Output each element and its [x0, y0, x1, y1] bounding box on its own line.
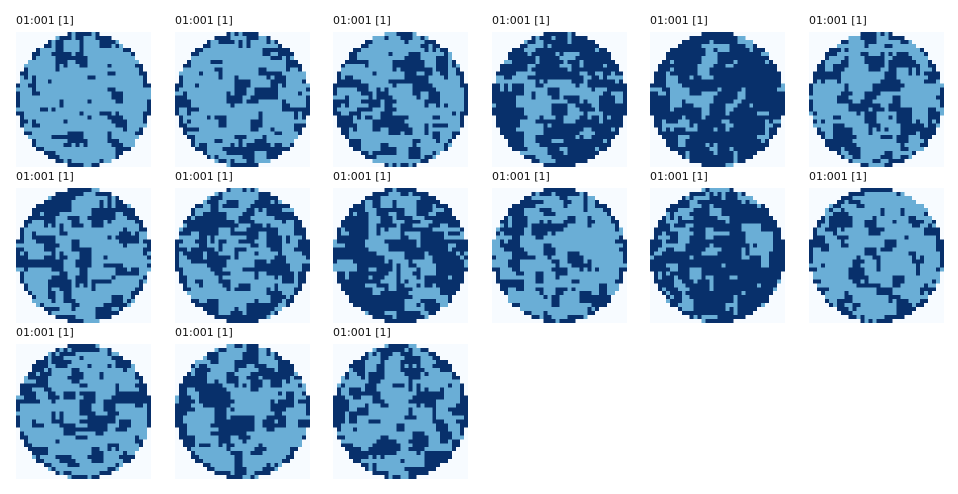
wafer-map-tile: 01:001 [1] — [175, 326, 311, 482]
wafer-map-image — [16, 32, 151, 167]
wafer-map-title: 01:001 [1] — [175, 326, 233, 339]
wafer-map-title: 01:001 [1] — [16, 326, 74, 339]
wafer-map-tile: 01:001 [1] — [333, 326, 469, 482]
wafer-map-image — [809, 32, 944, 167]
wafer-map-tile: 01:001 [1] — [492, 170, 628, 326]
wafer-map-tile: 01:001 [1] — [16, 326, 152, 482]
wafer-map-image — [175, 188, 310, 323]
wafer-map-tile: 01:001 [1] — [175, 170, 311, 326]
wafer-map-title: 01:001 [1] — [492, 14, 550, 27]
wafer-map-title: 01:001 [1] — [492, 170, 550, 183]
wafer-map-image — [492, 32, 627, 167]
wafer-map-tile: 01:001 [1] — [175, 14, 311, 170]
wafer-map-tile: 01:001 [1] — [333, 170, 469, 326]
wafer-map-tile: 01:001 [1] — [333, 14, 469, 170]
wafer-map-image — [333, 344, 468, 479]
wafer-map-tile: 01:001 [1] — [16, 14, 152, 170]
wafer-map-title: 01:001 [1] — [175, 170, 233, 183]
wafer-map-image — [175, 344, 310, 479]
wafer-map-image — [492, 188, 627, 323]
wafer-map-title: 01:001 [1] — [809, 14, 867, 27]
wafer-map-tile: 01:001 [1] — [650, 170, 786, 326]
wafer-map-title: 01:001 [1] — [333, 170, 391, 183]
wafer-map-tile: 01:001 [1] — [809, 170, 945, 326]
wafer-map-image — [175, 32, 310, 167]
wafer-map-image — [809, 188, 944, 323]
wafer-map-tile: 01:001 [1] — [650, 14, 786, 170]
wafer-map-image — [333, 188, 468, 323]
wafer-map-title: 01:001 [1] — [333, 326, 391, 339]
wafer-map-title: 01:001 [1] — [333, 14, 391, 27]
wafer-map-title: 01:001 [1] — [650, 170, 708, 183]
wafer-map-title: 01:001 [1] — [650, 14, 708, 27]
wafer-map-tile: 01:001 [1] — [492, 14, 628, 170]
wafer-map-image — [333, 32, 468, 167]
wafer-map-image — [650, 188, 785, 323]
wafer-map-image — [16, 344, 151, 479]
wafer-map-image — [16, 188, 151, 323]
wafer-map-image — [650, 32, 785, 167]
wafer-map-title: 01:001 [1] — [809, 170, 867, 183]
wafer-map-tile: 01:001 [1] — [16, 170, 152, 326]
wafer-map-tile: 01:001 [1] — [809, 14, 945, 170]
wafer-map-title: 01:001 [1] — [16, 170, 74, 183]
wafer-map-title: 01:001 [1] — [175, 14, 233, 27]
wafer-map-title: 01:001 [1] — [16, 14, 74, 27]
